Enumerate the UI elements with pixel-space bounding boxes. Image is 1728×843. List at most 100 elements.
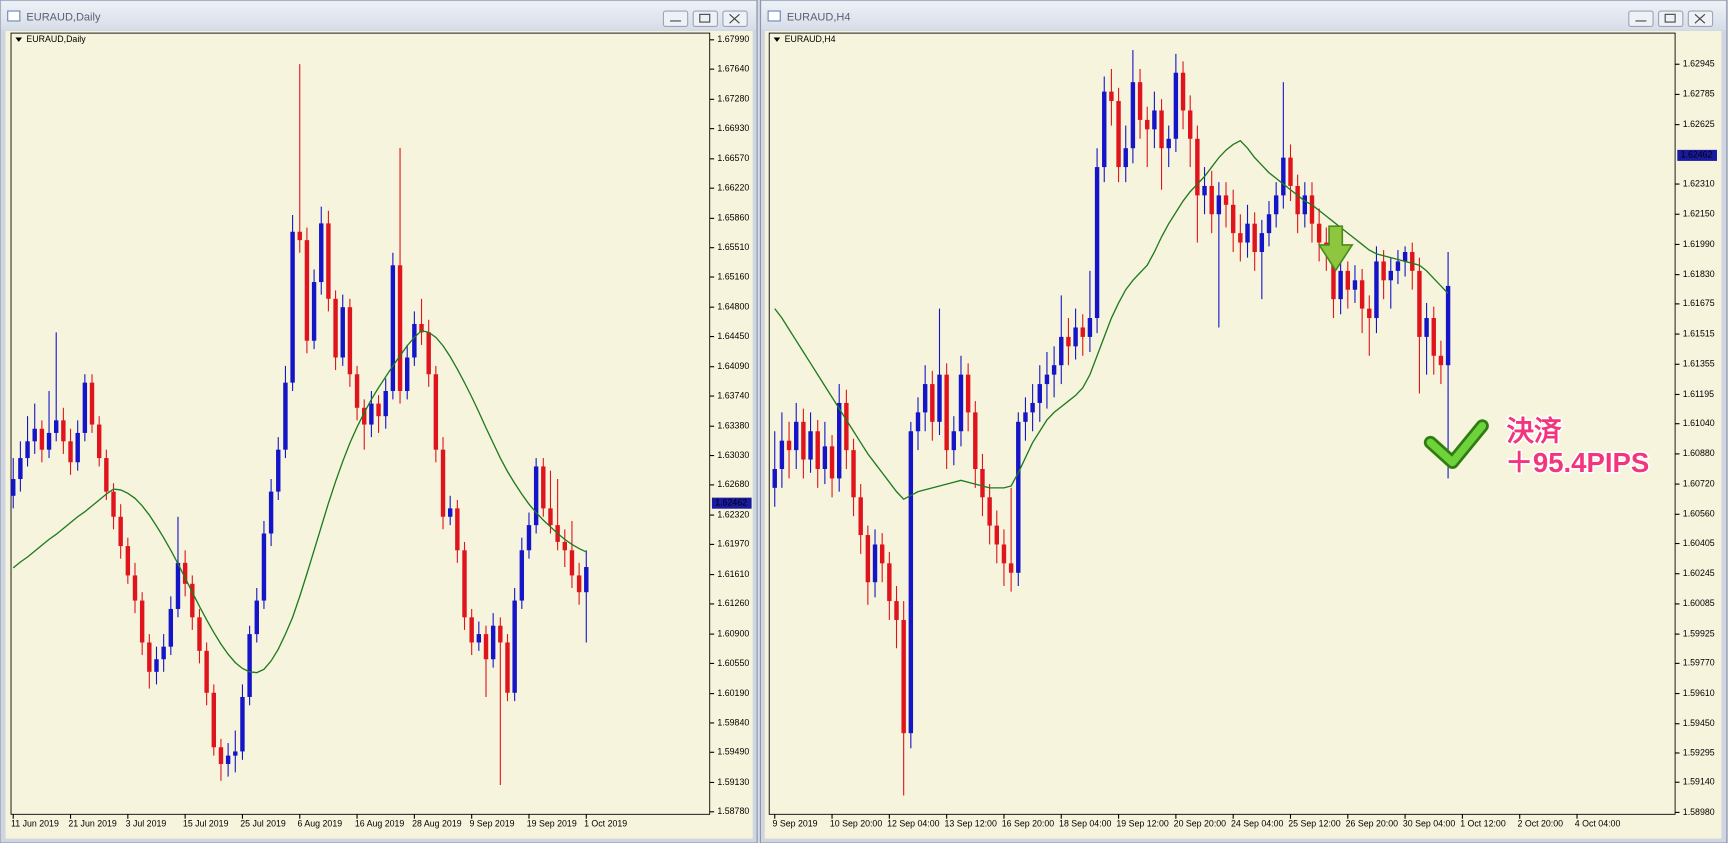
candle-body [1059, 336, 1064, 366]
candle-body [25, 441, 30, 459]
candle-body [304, 240, 310, 341]
candle-body [326, 223, 331, 299]
candle-body [1388, 270, 1393, 281]
candle-body [433, 374, 439, 450]
chart-area [5, 30, 753, 839]
candle-body [851, 450, 856, 498]
candle-body [894, 601, 899, 620]
candle-body [376, 403, 381, 417]
candle-body [11, 479, 16, 496]
candle-body [211, 692, 216, 748]
candle-body [1094, 167, 1100, 319]
candle-body [1137, 82, 1143, 120]
candle-body [104, 458, 109, 492]
candle-body [858, 497, 863, 536]
y-tick-label: 1.61040 [1683, 418, 1715, 428]
minimize-button[interactable] [1628, 10, 1654, 28]
candle-body [469, 617, 474, 643]
candle-body [1145, 119, 1150, 130]
x-tick-label: 26 Sep 20:00 [1346, 819, 1398, 829]
chart-area [764, 30, 1722, 839]
candle-body [1001, 544, 1007, 564]
minimize-button[interactable] [662, 10, 689, 28]
window-title: EURAUD,H4 [787, 12, 851, 24]
candle-body [405, 357, 410, 392]
restore-button[interactable] [1658, 10, 1684, 28]
candle-body [225, 755, 231, 765]
y-tick-label: 1.64090 [717, 361, 749, 371]
x-tick-label: 9 Sep 2019 [469, 819, 514, 829]
candle-body [1302, 195, 1308, 215]
candle-body [1309, 195, 1315, 224]
current-price-box [1677, 149, 1717, 161]
candle-body [1245, 223, 1250, 243]
candle-body [333, 298, 338, 358]
y-tick-label: 1.63030 [717, 450, 749, 460]
candle-body [1016, 421, 1021, 573]
candle-body [383, 391, 388, 417]
candle-body [254, 600, 259, 635]
candle-body [1073, 327, 1078, 347]
candle-body [455, 508, 460, 551]
sell-arrow [1317, 225, 1354, 272]
y-tick-label: 1.59130 [717, 777, 749, 787]
current-price-box [711, 497, 752, 509]
candle-body [261, 533, 267, 601]
candle-body [297, 231, 302, 241]
y-tick-label: 1.60245 [1683, 568, 1715, 578]
candle-body [786, 440, 792, 451]
candle-body [1216, 195, 1222, 215]
candle-body [1130, 82, 1136, 149]
candle-body [218, 747, 224, 765]
annotation-line: ＋95.4PIPS [1505, 447, 1649, 478]
candle-body [426, 332, 431, 375]
candle-body [319, 223, 324, 283]
candle-body [837, 402, 842, 479]
plot-border [10, 32, 711, 815]
candle-body [1381, 261, 1386, 281]
candle-body [18, 458, 23, 480]
candle-body [930, 384, 935, 422]
candle-body [829, 446, 835, 479]
candle-body [808, 431, 813, 460]
candle-body [1116, 101, 1121, 168]
candle-body [922, 384, 928, 413]
candle-body [68, 441, 73, 463]
y-tick-label: 1.60405 [1683, 538, 1715, 548]
x-tick-label: 20 Sep 20:00 [1174, 819, 1226, 829]
candle-body [247, 634, 252, 697]
candle-body [190, 583, 195, 618]
title-bar [761, 1, 1726, 30]
window-title: EURAUD,Daily [26, 12, 101, 24]
candle-body [175, 562, 181, 609]
candle-body [1223, 195, 1229, 205]
icon [1694, 13, 1706, 24]
y-tick-label: 1.59140 [1683, 777, 1715, 787]
y-tick-label: 1.65860 [717, 213, 749, 223]
x-tick-label: 21 Jun 2019 [68, 819, 117, 829]
y-tick-label: 1.60720 [1683, 478, 1715, 488]
candle-body [476, 634, 482, 643]
restore-button[interactable] [692, 10, 718, 28]
x-tick-label: 24 Sep 04:00 [1231, 819, 1283, 829]
candle-body [512, 600, 517, 693]
candle-body [347, 307, 353, 375]
y-tick-label: 1.64800 [717, 302, 749, 312]
candle-body [576, 575, 582, 593]
y-tick-label: 1.66930 [717, 123, 749, 133]
candle-body [944, 374, 949, 451]
candle-body [505, 642, 510, 693]
x-tick-label: 16 Aug 2019 [355, 819, 405, 829]
icon [1664, 13, 1676, 23]
x-tick-label: 25 Jul 2019 [240, 819, 286, 829]
candle-body [276, 449, 281, 492]
candle-body [1438, 355, 1444, 366]
y-tick-label: 1.58980 [1683, 807, 1715, 817]
y-tick-label: 1.66220 [717, 182, 749, 192]
y-tick-label: 1.60880 [1683, 448, 1715, 458]
candle-body [1281, 157, 1286, 196]
x-tick-label: 1 Oct 2019 [584, 819, 627, 829]
candle-body [1417, 270, 1422, 337]
current-price-label: 1.62462 [715, 497, 747, 507]
candle-body [283, 382, 288, 450]
